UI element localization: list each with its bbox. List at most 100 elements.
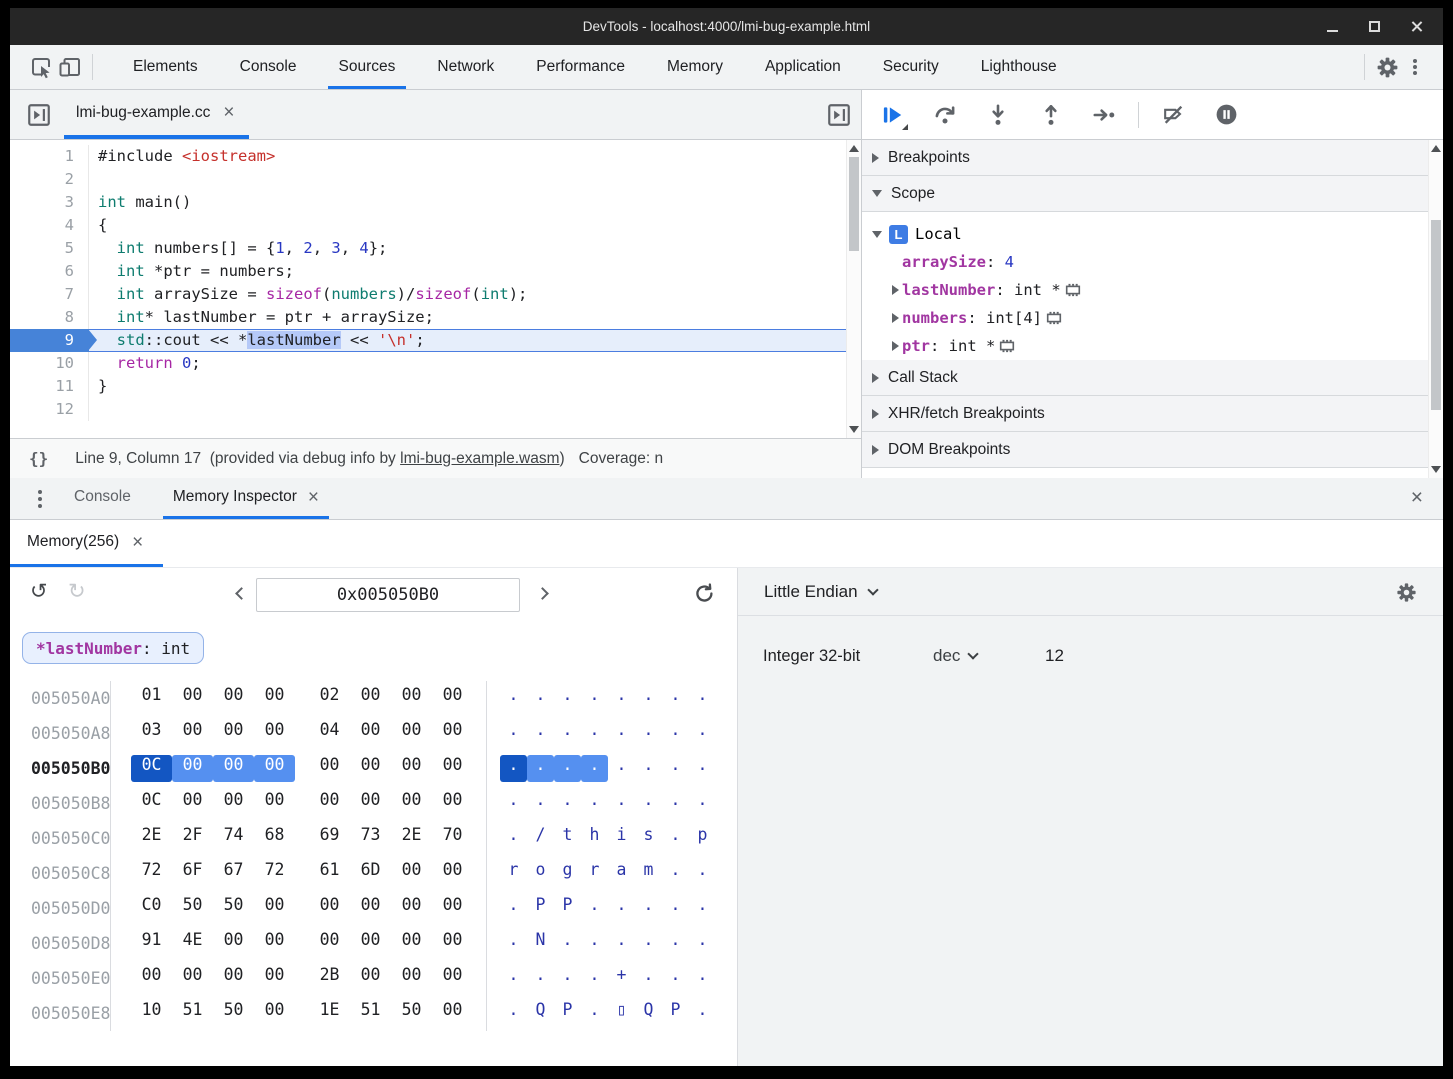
ascii-char[interactable]: g: [562, 860, 573, 879]
hex-byte[interactable]: 00: [442, 1000, 463, 1019]
section-dom-breakpoints[interactable]: DOM Breakpoints: [862, 432, 1443, 468]
hex-byte[interactable]: 00: [182, 685, 203, 704]
navigator-toggle-icon[interactable]: [26, 102, 52, 128]
close-window-button[interactable]: [1403, 14, 1429, 40]
hex-byte[interactable]: 91: [141, 930, 162, 949]
code-line[interactable]: 5 int numbers[] = {1, 2, 3, 4};: [10, 237, 861, 260]
ascii-char[interactable]: .: [697, 1000, 708, 1019]
ascii-char[interactable]: .: [535, 685, 546, 704]
code-text[interactable]: [89, 398, 861, 421]
hex-byte[interactable]: 68: [264, 825, 285, 844]
hex-byte[interactable]: 00: [319, 790, 340, 809]
scope-variable-row[interactable]: numbers: int[4]: [862, 304, 1443, 332]
tab-elements[interactable]: Elements: [133, 58, 198, 75]
scroll-down-icon[interactable]: [849, 426, 859, 433]
step-out-icon[interactable]: [1038, 102, 1064, 128]
gutter-line-number[interactable]: 9: [10, 329, 97, 352]
ascii-char[interactable]: P: [535, 895, 546, 914]
hex-byte[interactable]: 00: [141, 965, 162, 984]
ascii-char[interactable]: .: [643, 930, 654, 949]
ascii-char[interactable]: .: [589, 790, 600, 809]
hex-byte[interactable]: 50: [401, 1000, 422, 1019]
hex-byte[interactable]: 03: [141, 720, 162, 739]
tab-application[interactable]: Application: [764, 58, 841, 75]
ascii-char[interactable]: .: [589, 685, 600, 704]
code-line[interactable]: 9 std::cout << *lastNumber << '\n';: [10, 329, 861, 352]
ascii-char[interactable]: .: [643, 755, 654, 774]
ascii-char[interactable]: .: [562, 965, 573, 984]
close-file-tab-icon[interactable]: ×: [223, 102, 235, 123]
hex-byte[interactable]: 00: [319, 755, 340, 774]
ascii-char[interactable]: ▯: [616, 1000, 627, 1019]
hex-byte[interactable]: 4E: [182, 930, 203, 949]
pause-on-exceptions-icon[interactable]: [1213, 102, 1239, 128]
gutter-line-number[interactable]: 7: [10, 283, 89, 306]
step-over-icon[interactable]: [932, 102, 958, 128]
ascii-char[interactable]: .: [535, 720, 546, 739]
address-input[interactable]: [256, 578, 520, 612]
ascii-char[interactable]: .: [697, 755, 708, 774]
ascii-char[interactable]: .: [670, 720, 681, 739]
ascii-char[interactable]: Q: [535, 1000, 546, 1019]
hex-byte[interactable]: 51: [360, 1000, 381, 1019]
ascii-char[interactable]: .: [670, 790, 681, 809]
scroll-up-icon[interactable]: [1431, 145, 1441, 152]
hex-byte[interactable]: 00: [254, 755, 295, 782]
undo-icon[interactable]: ↺: [30, 580, 48, 603]
ascii-char[interactable]: .: [697, 720, 708, 739]
ascii-char[interactable]: N: [535, 930, 546, 949]
ascii-char[interactable]: .: [616, 930, 627, 949]
hex-byte[interactable]: 00: [401, 930, 422, 949]
hex-byte[interactable]: 00: [442, 895, 463, 914]
hex-byte[interactable]: 00: [401, 965, 422, 984]
code-editor[interactable]: 1 #include <iostream> 2 3 int main() 4{5 int …: [10, 140, 861, 438]
hex-byte[interactable]: 00: [319, 930, 340, 949]
code-line[interactable]: 7 int arraySize = sizeof(numbers)/sizeof…: [10, 283, 861, 306]
ascii-char[interactable]: .: [562, 685, 573, 704]
ascii-char[interactable]: r: [508, 860, 519, 879]
drawer-tab-console[interactable]: Console: [64, 478, 141, 519]
hex-byte[interactable]: 00: [401, 790, 422, 809]
ascii-char[interactable]: .: [616, 720, 627, 739]
hex-byte[interactable]: 00: [182, 790, 203, 809]
gutter-line-number[interactable]: 10: [10, 352, 89, 375]
wasm-link[interactable]: lmi-bug-example.wasm: [400, 449, 560, 467]
drawer-tab-memory-inspector[interactable]: Memory Inspector ×: [162, 478, 330, 519]
ascii-char[interactable]: .: [589, 720, 600, 739]
ascii-char[interactable]: .: [508, 930, 519, 949]
hex-byte[interactable]: 02: [319, 685, 340, 704]
hex-byte[interactable]: 00: [442, 930, 463, 949]
hex-byte[interactable]: 00: [360, 895, 381, 914]
deactivate-breakpoints-icon[interactable]: [1160, 102, 1186, 128]
maximize-button[interactable]: [1361, 14, 1387, 40]
hex-byte[interactable]: 00: [182, 720, 203, 739]
hex-byte[interactable]: 00: [360, 790, 381, 809]
hex-byte[interactable]: 6D: [360, 860, 381, 879]
ascii-char[interactable]: .: [589, 895, 600, 914]
hex-byte[interactable]: 00: [442, 755, 463, 774]
code-text[interactable]: int *ptr = numbers;: [89, 260, 861, 283]
memory-chip-icon[interactable]: [998, 337, 1016, 355]
editor-scrollbar[interactable]: [846, 140, 861, 438]
hex-byte[interactable]: 72: [264, 860, 285, 879]
format-select[interactable]: dec: [933, 646, 1045, 666]
ascii-char[interactable]: .: [670, 895, 681, 914]
tab-console[interactable]: Console: [239, 58, 297, 75]
section-xhr-breakpoints[interactable]: XHR/fetch Breakpoints: [862, 396, 1443, 432]
gutter-line-number[interactable]: 8: [10, 306, 89, 329]
close-memory-tab-icon[interactable]: ×: [132, 531, 144, 553]
hex-byte[interactable]: 50: [182, 895, 203, 914]
ascii-char[interactable]: .: [616, 895, 627, 914]
ascii-char[interactable]: .: [508, 720, 519, 739]
hex-byte[interactable]: 00: [264, 895, 285, 914]
hex-byte[interactable]: 00: [264, 965, 285, 984]
gutter-line-number[interactable]: 2: [10, 168, 89, 191]
hex-byte[interactable]: 00: [223, 930, 244, 949]
ascii-char[interactable]: .: [500, 755, 527, 782]
scrollbar-thumb[interactable]: [1431, 220, 1441, 410]
ascii-char[interactable]: .: [643, 895, 654, 914]
code-line[interactable]: 8 int* lastNumber = ptr + arraySize;: [10, 306, 861, 329]
ascii-char[interactable]: .: [508, 965, 519, 984]
ascii-char[interactable]: .: [562, 930, 573, 949]
hex-byte[interactable]: 00: [401, 720, 422, 739]
